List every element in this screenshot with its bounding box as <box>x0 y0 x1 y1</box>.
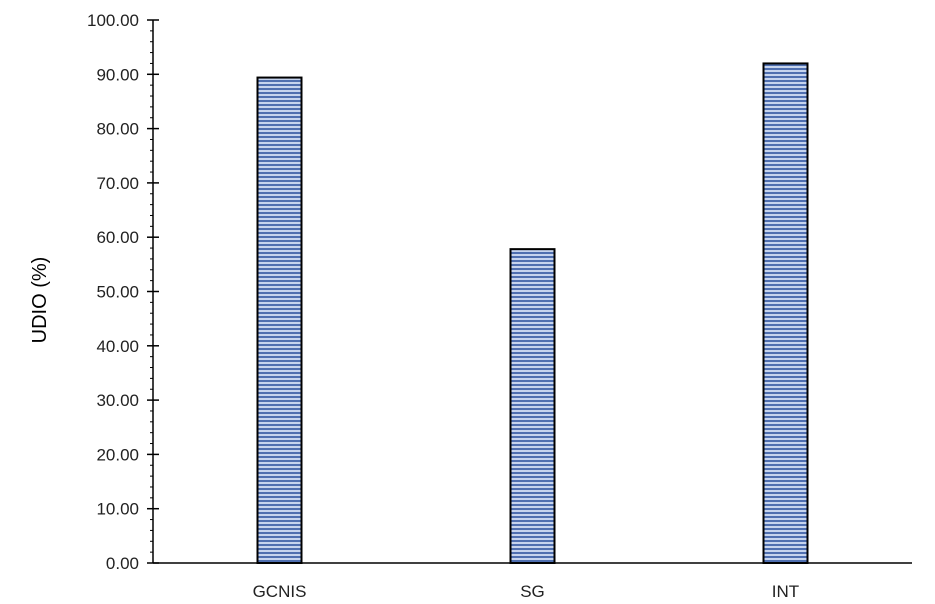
labels: 0.00 10.00 20.00 30.00 40.00 50.00 60.00 70.00 8… <box>87 11 799 601</box>
y-axis-title: UDIO (%) <box>29 257 51 344</box>
y-tick-label: 60.00 <box>96 228 139 247</box>
y-tick-label: 40.00 <box>96 337 139 356</box>
y-tick-label: 0.00 <box>106 554 139 573</box>
y-tick-label: 80.00 <box>96 120 139 139</box>
x-tick-label: GCNIS <box>253 582 307 601</box>
axes <box>147 19 912 564</box>
y-tick-label: 70.00 <box>96 174 139 193</box>
y-tick-label: 90.00 <box>96 65 139 84</box>
bar-int <box>762 62 809 564</box>
y-tick-label: 10.00 <box>96 500 139 519</box>
y-tick-label: 100.00 <box>87 11 139 30</box>
y-tick-label: 50.00 <box>96 283 139 302</box>
y-tick-label: 30.00 <box>96 391 139 410</box>
bar-gcnis <box>256 76 303 564</box>
x-tick-label: SG <box>520 582 545 601</box>
bars-layer <box>256 62 809 564</box>
bar-sg <box>509 248 556 564</box>
x-tick-label: INT <box>772 582 799 601</box>
y-tick-label: 20.00 <box>96 445 139 464</box>
